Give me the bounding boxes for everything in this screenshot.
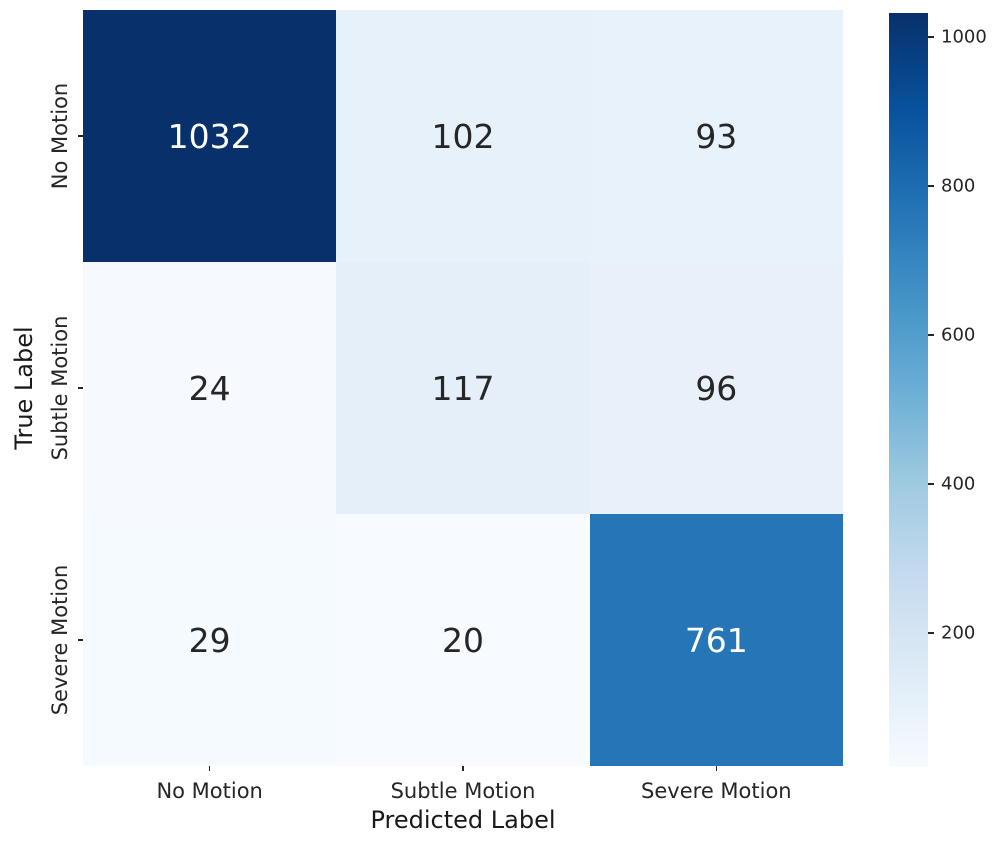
cell-value: 1032 (167, 116, 252, 156)
y-tick-label: Severe Motion (48, 564, 72, 716)
colorbar-tick-mark (928, 36, 934, 38)
colorbar-tick-label: 600 (941, 324, 976, 346)
heatmap-cell: 93 (589, 10, 843, 262)
heatmap-plot-area: 1032 102 93 24 117 96 29 20 761 (83, 10, 843, 766)
heatmap-cell: 761 (589, 514, 843, 766)
colorbar-tick-label: 400 (941, 473, 976, 495)
colorbar-tick-mark (928, 632, 934, 634)
x-tick-label: No Motion (156, 779, 263, 803)
y-tick-label: No Motion (48, 82, 72, 190)
colorbar-tick-mark (928, 483, 934, 485)
x-axis-tick-mark (462, 766, 464, 771)
heatmap-cell: 117 (336, 262, 590, 514)
cell-value: 93 (695, 116, 738, 156)
y-tick-label: Subtle Motion (48, 315, 72, 461)
colorbar-tick-label: 800 (941, 175, 976, 197)
heatmap-cell: 96 (589, 262, 843, 514)
cell-value: 96 (695, 368, 738, 408)
heatmap-cell: 24 (83, 262, 337, 514)
cell-value: 20 (441, 620, 484, 660)
x-tick-label: Severe Motion (641, 779, 792, 803)
cell-value: 761 (684, 620, 748, 660)
heatmap-cell: 1032 (83, 10, 337, 262)
colorbar-tick-label: 200 (941, 622, 976, 644)
x-axis-tick-mark (715, 766, 718, 771)
cell-value: 24 (188, 368, 231, 408)
heatmap-cell: 20 (336, 514, 590, 766)
heatmap-cell: 102 (336, 10, 590, 262)
y-axis-tick-mark (78, 639, 83, 641)
y-axis-label: True Label (10, 326, 38, 450)
cell-value: 102 (431, 116, 495, 156)
y-axis-tick-mark (78, 135, 83, 137)
x-axis-tick-mark (208, 766, 211, 771)
x-tick-label: Subtle Motion (390, 779, 536, 803)
colorbar-tick-label: 1000 (941, 26, 987, 48)
colorbar-gradient (889, 13, 928, 767)
cell-value: 29 (188, 620, 231, 660)
x-axis-label: Predicted Label (370, 806, 556, 834)
heatmap-cell: 29 (83, 514, 337, 766)
colorbar-tick-mark (928, 334, 934, 336)
cell-value: 117 (431, 368, 495, 408)
colorbar-tick-mark (928, 185, 934, 187)
y-axis-tick-mark (78, 387, 83, 389)
